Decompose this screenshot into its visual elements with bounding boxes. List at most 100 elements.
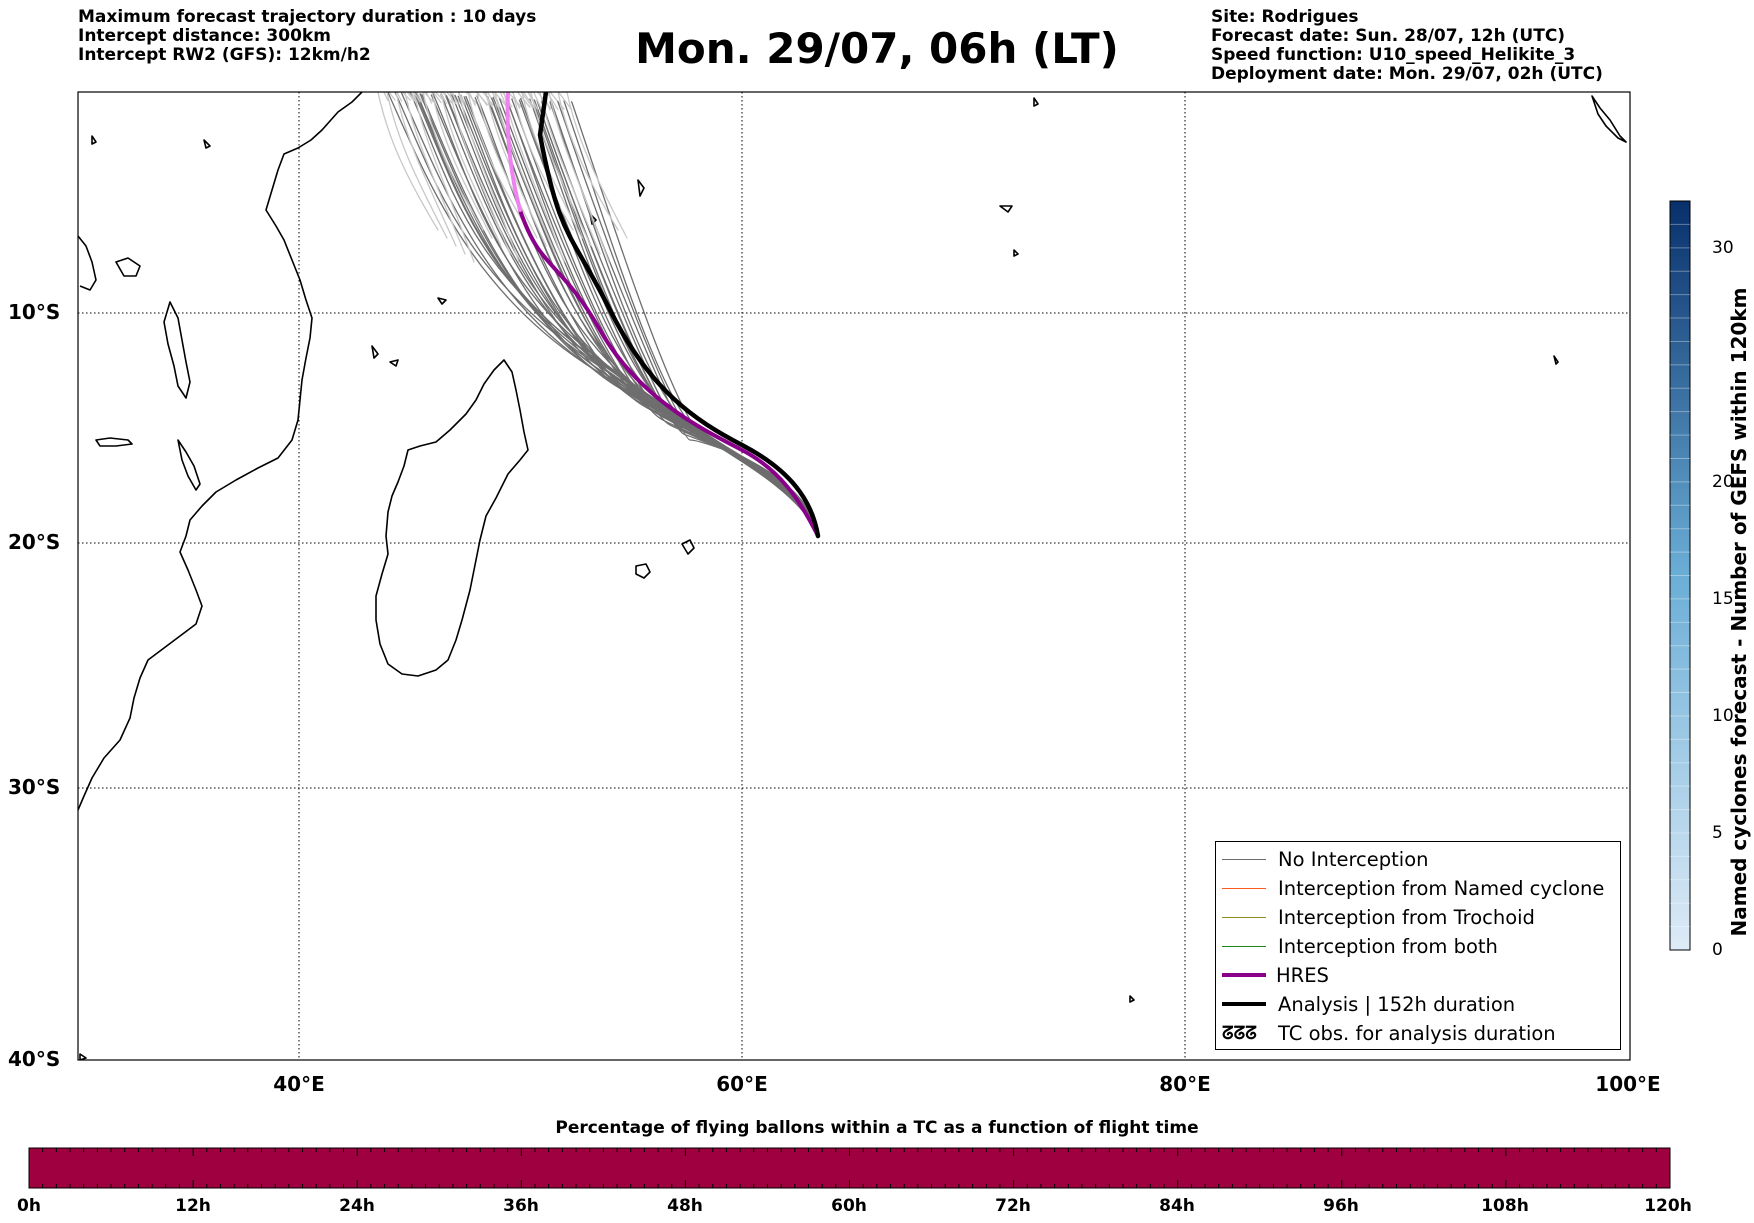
ensemble-trajectory-far bbox=[413, 92, 475, 263]
ensemble-trajectory-far bbox=[434, 92, 446, 103]
ensemble-trajectory-far bbox=[467, 92, 529, 231]
legend-item-trochoid: Interception from Trochoid bbox=[1216, 903, 1620, 932]
hres-trajectory bbox=[518, 208, 820, 538]
ensemble-trajectory-far bbox=[530, 92, 592, 247]
ensemble-trajectory-far bbox=[522, 92, 536, 109]
coastline-somalia-north bbox=[78, 235, 97, 291]
vertical-colorbar-fill bbox=[1669, 200, 1691, 951]
vbar-tick-5: 5 bbox=[1712, 823, 1723, 843]
lon-label-40e: 40°E bbox=[273, 1072, 325, 1096]
coastline-islet-d bbox=[1013, 249, 1019, 257]
ensemble-trajectory-far bbox=[440, 92, 502, 247]
ensemble-trajectory-far bbox=[450, 92, 459, 105]
ensemble-trajectory-far bbox=[494, 92, 556, 255]
coastline-islet-l bbox=[203, 139, 211, 149]
ensemble-trajectory-far bbox=[458, 92, 520, 263]
legend-item-tc-obs: ᘔᘔᘔ TC obs. for analysis duration bbox=[1222, 1022, 1556, 1045]
coastline-islet-j bbox=[79, 1053, 87, 1060]
hbar-tick-60h: 60h bbox=[831, 1196, 867, 1216]
hres-trajectory-far bbox=[505, 92, 522, 212]
analysis-trajectory bbox=[537, 92, 821, 539]
coastline-mauritius bbox=[635, 563, 651, 579]
coastline-islet-e bbox=[637, 179, 645, 197]
ensemble-trajectory-far bbox=[422, 92, 484, 231]
vertical-colorbar bbox=[1669, 200, 1691, 951]
hbar-tick-0h: 0h bbox=[17, 1196, 41, 1216]
vbar-tick-10: 10 bbox=[1712, 706, 1734, 726]
info-line-deployment-date: Deployment date: Mon. 29/07, 02h (UTC) bbox=[1211, 64, 1603, 84]
info-line-forecast-date: Forecast date: Sun. 28/07, 12h (UTC) bbox=[1211, 26, 1566, 46]
coastline-lake-victoria bbox=[115, 257, 141, 277]
ensemble-trajectory-far bbox=[439, 92, 448, 105]
coastline-islet-f bbox=[1553, 355, 1559, 365]
ensemble-trajectory-far bbox=[432, 92, 442, 104]
info-line-site: Site: Rodrigues bbox=[1211, 7, 1359, 27]
coastline-islet-g bbox=[1591, 95, 1627, 143]
hbar-tick-120h: 120h bbox=[1644, 1196, 1692, 1216]
hbar-tick-36h: 36h bbox=[503, 1196, 539, 1216]
ensemble-trajectory-far bbox=[441, 92, 453, 104]
vbar-tick-30: 30 bbox=[1712, 238, 1734, 258]
coastline-islet-i bbox=[1129, 995, 1135, 1003]
info-line-distance: Intercept distance: 300km bbox=[78, 26, 331, 46]
ensemble-trajectory-far bbox=[548, 92, 610, 263]
coastline-islet-a bbox=[371, 345, 379, 359]
ensemble-trajectory-far bbox=[407, 92, 417, 102]
ensemble-trajectory-far bbox=[485, 92, 547, 247]
ensemble-trajectory-far bbox=[425, 92, 433, 104]
coastline-reunion bbox=[681, 539, 695, 555]
legend-item-analysis: Analysis | 152h duration bbox=[1216, 990, 1620, 1019]
vbar-tick-20: 20 bbox=[1712, 472, 1734, 492]
lon-label-100e: 100°E bbox=[1595, 1072, 1661, 1096]
coastline-islet-b bbox=[389, 359, 399, 367]
ensemble-trajectory-far bbox=[449, 92, 511, 255]
coastline-islet-k bbox=[91, 135, 97, 145]
hbar-tick-24h: 24h bbox=[339, 1196, 375, 1216]
ensemble-trajectory-far bbox=[512, 92, 574, 231]
ensemble-trajectory-far bbox=[511, 92, 521, 109]
ensemble-trajectory-far bbox=[491, 92, 501, 108]
gridlines bbox=[78, 92, 1630, 1060]
ensemble-trajectory-far bbox=[465, 92, 478, 105]
cyclone-icon: ᘔᘔᘔ bbox=[1222, 1023, 1257, 1044]
ensemble-trajectory-far bbox=[395, 92, 457, 247]
ensemble-trajectory-far bbox=[401, 92, 411, 101]
ensemble-trajectory-far bbox=[520, 92, 534, 109]
ensemble-trajectory-far bbox=[383, 92, 389, 102]
ensemble-trajectory-far bbox=[386, 92, 448, 239]
ensemble-trajectory-far bbox=[431, 92, 493, 239]
ensemble-trajectory-far bbox=[499, 92, 508, 109]
legend-item-hres: HRES bbox=[1216, 961, 1620, 990]
map-frame bbox=[77, 91, 1631, 1061]
coastline-seychelles bbox=[437, 297, 447, 305]
trajectory-ensemble bbox=[377, 92, 821, 539]
info-line-speed-function: Speed function: U10_speed_Helikite_3 bbox=[1211, 45, 1576, 65]
ensemble-trajectory-far bbox=[532, 92, 543, 110]
ensemble-trajectory-far bbox=[396, 92, 403, 102]
ensemble-trajectory-far bbox=[410, 92, 418, 103]
vbar-tick-15: 15 bbox=[1712, 589, 1734, 609]
ensemble-trajectory-far bbox=[549, 92, 565, 110]
legend-swatch bbox=[1222, 946, 1266, 947]
lon-label-60e: 60°E bbox=[716, 1072, 768, 1096]
ensemble-trajectory-far bbox=[557, 92, 573, 111]
info-block-right: Site: Rodrigues Forecast date: Sun. 28/0… bbox=[1211, 8, 1603, 84]
ensemble-trajectory-far bbox=[388, 92, 396, 101]
legend-item-no-interception: No Interception bbox=[1216, 845, 1620, 874]
info-block-left: Maximum forecast trajectory duration : 1… bbox=[78, 8, 536, 65]
coastline-madagascar bbox=[375, 359, 529, 677]
ensemble-trajectory-far bbox=[446, 92, 456, 105]
bottom-colorbar bbox=[28, 1147, 1671, 1189]
vbar-tick-0: 0 bbox=[1712, 940, 1723, 960]
coastlines bbox=[78, 92, 1627, 1060]
legend-swatch bbox=[1222, 859, 1266, 860]
legend-swatch bbox=[1222, 917, 1266, 918]
legend: No Interception Interception from Named … bbox=[1215, 841, 1621, 1050]
lat-label-30s: 30°S bbox=[8, 775, 61, 799]
coastline-islet-h bbox=[1033, 97, 1039, 107]
hbar-tick-96h: 96h bbox=[1323, 1196, 1359, 1216]
legend-swatch bbox=[1222, 973, 1266, 977]
legend-swatch bbox=[1222, 1002, 1266, 1006]
vertical-colorbar-label: Named cyclones forecast - Number of GEFS… bbox=[1727, 287, 1751, 937]
info-line-rw2: Intercept RW2 (GFS): 12km/h2 bbox=[78, 45, 371, 65]
